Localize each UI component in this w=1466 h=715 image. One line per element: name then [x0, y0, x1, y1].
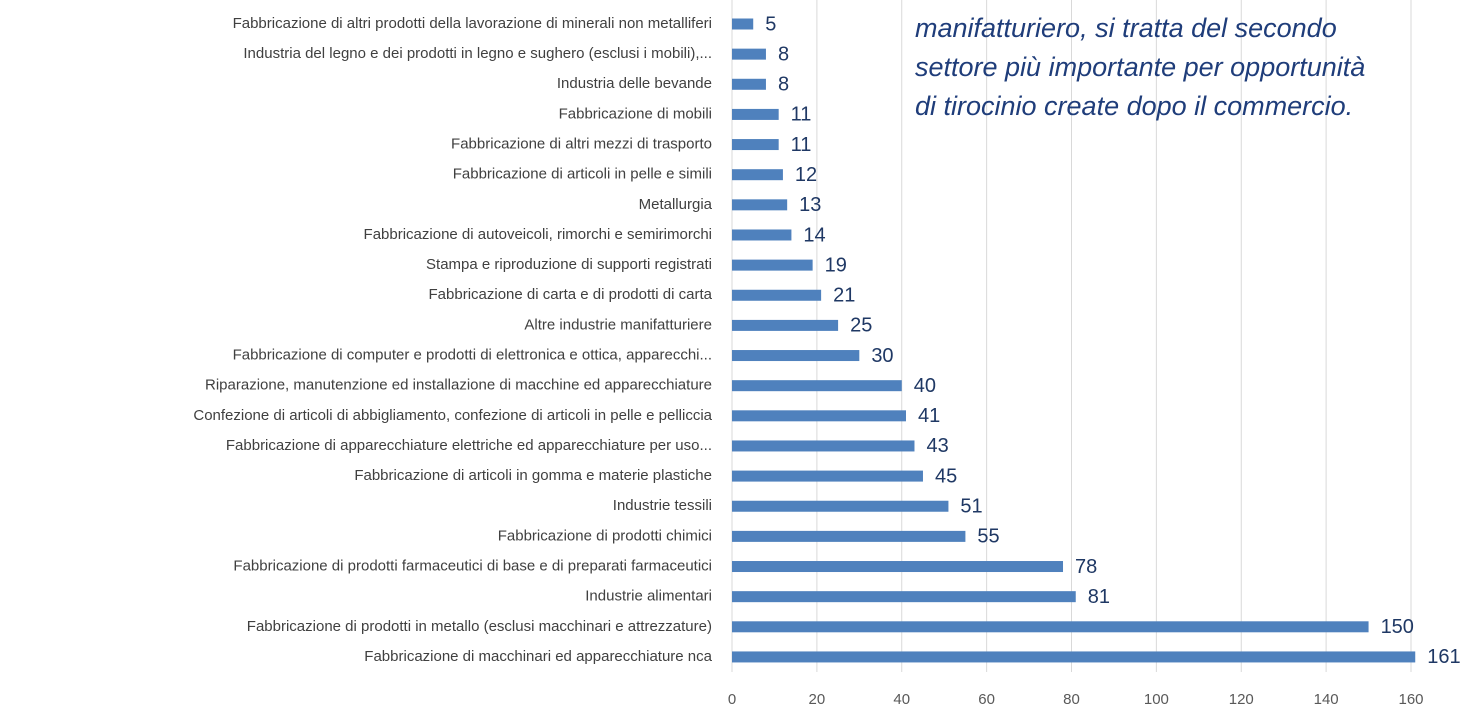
bar: [732, 108, 779, 120]
annotation: manifatturiero, si tratta del secondo: [915, 13, 1337, 43]
data-label: 41: [918, 405, 940, 427]
bar: [732, 651, 1416, 663]
x-tick-label: 120: [1229, 691, 1254, 708]
y-tick-label: Metallurgia: [639, 196, 713, 213]
bar: [732, 380, 902, 392]
y-tick-label: Fabbricazione di articoli in gomma e mat…: [354, 467, 712, 484]
data-label: 43: [926, 435, 948, 457]
data-label: 45: [935, 465, 957, 487]
bar: [732, 530, 966, 542]
y-tick-label: Fabbricazione di carta e di prodotti di …: [429, 286, 713, 303]
data-label: 55: [977, 526, 999, 548]
bar: [732, 18, 754, 30]
bar: [732, 199, 788, 211]
x-tick-label: 60: [978, 691, 995, 708]
bar: [732, 139, 779, 151]
annotation: settore più importante per opportunità: [915, 52, 1365, 82]
data-label: 19: [825, 254, 847, 276]
y-tick-label: Fabbricazione di altri mezzi di trasport…: [451, 136, 712, 153]
y-tick-label: Industria del legno e dei prodotti in le…: [243, 45, 712, 62]
y-tick-label: Industrie tessili: [613, 497, 712, 514]
data-label: 161: [1427, 646, 1460, 668]
data-label: 25: [850, 315, 872, 337]
x-tick-label: 100: [1144, 691, 1169, 708]
y-tick-label: Fabbricazione di mobili: [559, 105, 712, 122]
annotation: di tirocinio create dopo il commercio.: [915, 91, 1353, 121]
x-tick-label: 20: [809, 691, 826, 708]
y-tick-label: Fabbricazione di altri prodotti della la…: [233, 15, 712, 32]
data-label: 78: [1075, 556, 1097, 578]
bar: [732, 591, 1076, 603]
data-label: 150: [1381, 616, 1414, 638]
y-tick-label: Fabbricazione di prodotti farmaceutici d…: [233, 557, 712, 574]
bar: [732, 621, 1369, 633]
x-tick-label: 40: [893, 691, 910, 708]
y-tick-label: Fabbricazione di apparecchiature elettri…: [226, 437, 712, 454]
y-tick-label: Riparazione, manutenzione ed installazio…: [205, 377, 712, 394]
data-label: 14: [803, 224, 825, 246]
bar: [732, 48, 766, 60]
x-tick-label: 0: [728, 691, 736, 708]
y-tick-label: Fabbricazione di articoli in pelle e sim…: [453, 166, 712, 183]
data-label: 11: [791, 134, 812, 156]
y-tick-label: Fabbricazione di prodotti chimici: [498, 527, 712, 544]
data-label: 81: [1088, 586, 1110, 608]
bar: [732, 561, 1064, 573]
y-tick-label: Industrie alimentari: [585, 588, 712, 605]
bar: [732, 470, 923, 482]
y-tick-label: Fabbricazione di macchinari ed apparecch…: [364, 648, 712, 665]
bar: [732, 259, 813, 271]
y-tick-label: Confezione di articoli di abbigliamento,…: [193, 407, 712, 424]
bar: [732, 440, 915, 452]
data-label: 13: [799, 194, 821, 216]
data-label: 5: [765, 13, 776, 35]
x-tick-label: 80: [1063, 691, 1080, 708]
x-tick-label: 160: [1398, 691, 1423, 708]
bar: [732, 410, 906, 422]
data-label: 30: [871, 345, 893, 367]
y-tick-label: Industria delle bevande: [557, 75, 712, 92]
bar: [732, 229, 792, 241]
data-label: 8: [778, 74, 789, 96]
y-tick-label: Altre industrie manifatturiere: [524, 316, 712, 333]
x-tick-label: 140: [1314, 691, 1339, 708]
data-label: 21: [833, 285, 855, 307]
bar: [732, 78, 766, 90]
y-tick-label: Fabbricazione di autoveicoli, rimorchi e…: [364, 226, 712, 243]
bar: [732, 350, 860, 362]
bar: [732, 319, 839, 331]
bar: [732, 169, 783, 181]
data-label: 11: [791, 104, 812, 126]
data-label: 12: [795, 164, 817, 186]
bar: [732, 500, 949, 512]
data-label: 51: [960, 496, 982, 518]
data-label: 40: [914, 375, 936, 397]
y-tick-label: Fabbricazione di prodotti in metallo (es…: [247, 618, 712, 635]
y-tick-label: Fabbricazione di computer e prodotti di …: [233, 347, 712, 364]
y-tick-label: Stampa e riproduzione di supporti regist…: [426, 256, 712, 273]
bar: [732, 289, 822, 301]
data-label: 8: [778, 43, 789, 65]
